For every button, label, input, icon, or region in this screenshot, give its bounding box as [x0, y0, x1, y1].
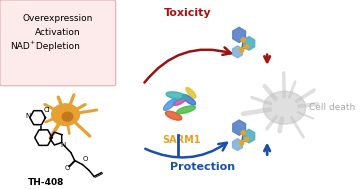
Text: Activation: Activation [35, 28, 81, 37]
Text: Protection: Protection [170, 162, 235, 172]
Ellipse shape [62, 112, 73, 121]
FancyArrowPatch shape [144, 47, 231, 83]
Text: TH-408: TH-408 [28, 177, 65, 187]
Text: NAD: NAD [10, 42, 29, 51]
Ellipse shape [177, 106, 195, 114]
Text: +: + [29, 40, 34, 45]
Ellipse shape [186, 88, 196, 98]
Circle shape [245, 45, 249, 49]
Circle shape [241, 131, 245, 135]
Circle shape [240, 141, 244, 145]
Text: O: O [65, 164, 70, 170]
Ellipse shape [164, 99, 176, 110]
Circle shape [240, 48, 244, 52]
Ellipse shape [166, 111, 182, 120]
Ellipse shape [166, 92, 187, 100]
Circle shape [245, 137, 249, 142]
Text: Depletion: Depletion [33, 42, 79, 51]
Text: Cell death: Cell death [309, 103, 355, 112]
Text: SARM1: SARM1 [162, 135, 200, 145]
Text: Cl: Cl [44, 107, 50, 113]
Text: Toxicity: Toxicity [164, 8, 212, 18]
FancyArrowPatch shape [145, 143, 227, 157]
Text: N: N [25, 113, 30, 119]
FancyBboxPatch shape [0, 0, 116, 86]
Text: O: O [82, 156, 88, 162]
Circle shape [241, 38, 245, 42]
Text: N: N [61, 142, 66, 148]
Ellipse shape [52, 104, 79, 125]
Ellipse shape [183, 94, 196, 105]
Ellipse shape [263, 91, 306, 124]
Text: Overexpression: Overexpression [23, 14, 93, 23]
Ellipse shape [173, 98, 185, 105]
